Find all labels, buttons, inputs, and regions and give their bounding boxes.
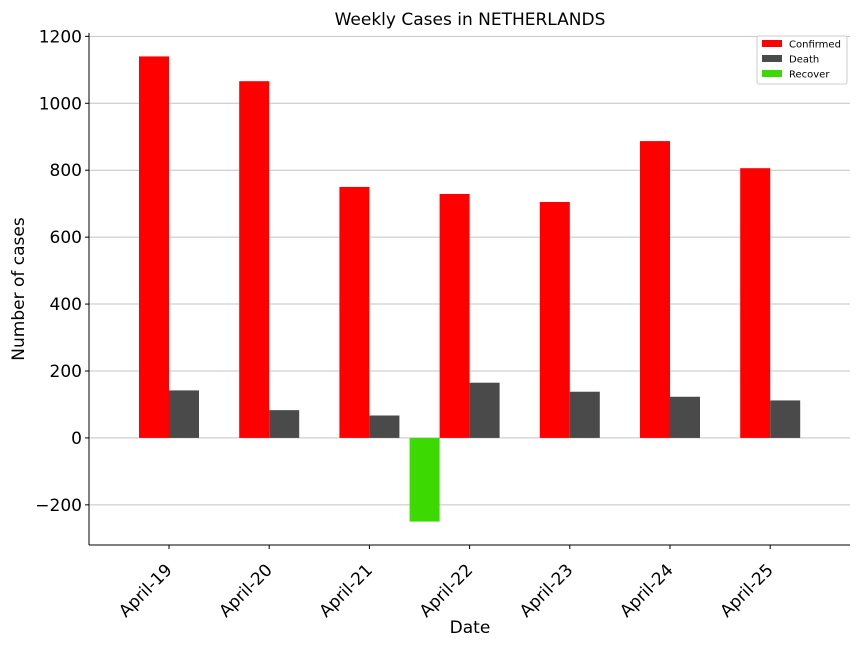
legend-label-recover: Recover (789, 70, 830, 81)
bar-death (670, 396, 700, 438)
y-tick-label: 800 (50, 161, 82, 181)
y-tick-label: 600 (50, 228, 82, 248)
legend-label-death: Death (789, 55, 819, 66)
bar-death (569, 391, 600, 438)
bar-confirmed (740, 168, 771, 438)
x-axis-label: Date (450, 618, 491, 638)
bar-confirmed (640, 141, 670, 438)
y-axis-label: Number of cases (9, 217, 29, 361)
legend-swatch-confirmed (762, 40, 782, 47)
bars (139, 56, 801, 522)
bar-death (169, 390, 199, 438)
legend-swatch-death (762, 55, 782, 62)
y-tick-label: 1200 (39, 27, 82, 47)
bar-death (369, 415, 400, 438)
bar-death (770, 400, 801, 438)
y-tick-label: 0 (71, 429, 82, 449)
y-tick-label: 200 (50, 362, 82, 382)
x-tick-label: April-19 (115, 560, 176, 621)
x-tick-label: April-25 (716, 560, 777, 621)
legend-swatch-recover (762, 70, 782, 77)
legend-label-confirmed: Confirmed (789, 40, 841, 51)
bar-death (269, 410, 300, 438)
y-tick-label: 400 (50, 295, 82, 315)
x-tick-label: April-24 (616, 560, 677, 621)
x-tick-label: April-21 (316, 560, 377, 621)
legend: Confirmed Death Recover (756, 35, 848, 85)
bar-recover (409, 437, 440, 522)
y-tick-label: 1000 (39, 94, 82, 114)
x-tick-label: April-22 (416, 560, 477, 621)
y-tick-label: −200 (35, 496, 82, 516)
bar-confirmed (539, 201, 570, 438)
bar-confirmed (139, 56, 169, 438)
y-axis-ticks: 1200 1000 800 600 400 200 0 −200 (35, 27, 89, 516)
legend-items: Confirmed Death Recover (762, 40, 841, 81)
x-axis-ticks: April-19 April-20 April-21 April-22 April-23… (115, 545, 778, 622)
chart-title: Weekly Cases in NETHERLANDS (335, 10, 606, 30)
bar-death (469, 382, 500, 438)
bar-confirmed (439, 193, 470, 438)
bar-confirmed (239, 81, 270, 438)
x-tick-label: April-23 (516, 560, 577, 621)
x-tick-label: April-20 (215, 560, 276, 621)
bar-confirmed (339, 186, 370, 438)
